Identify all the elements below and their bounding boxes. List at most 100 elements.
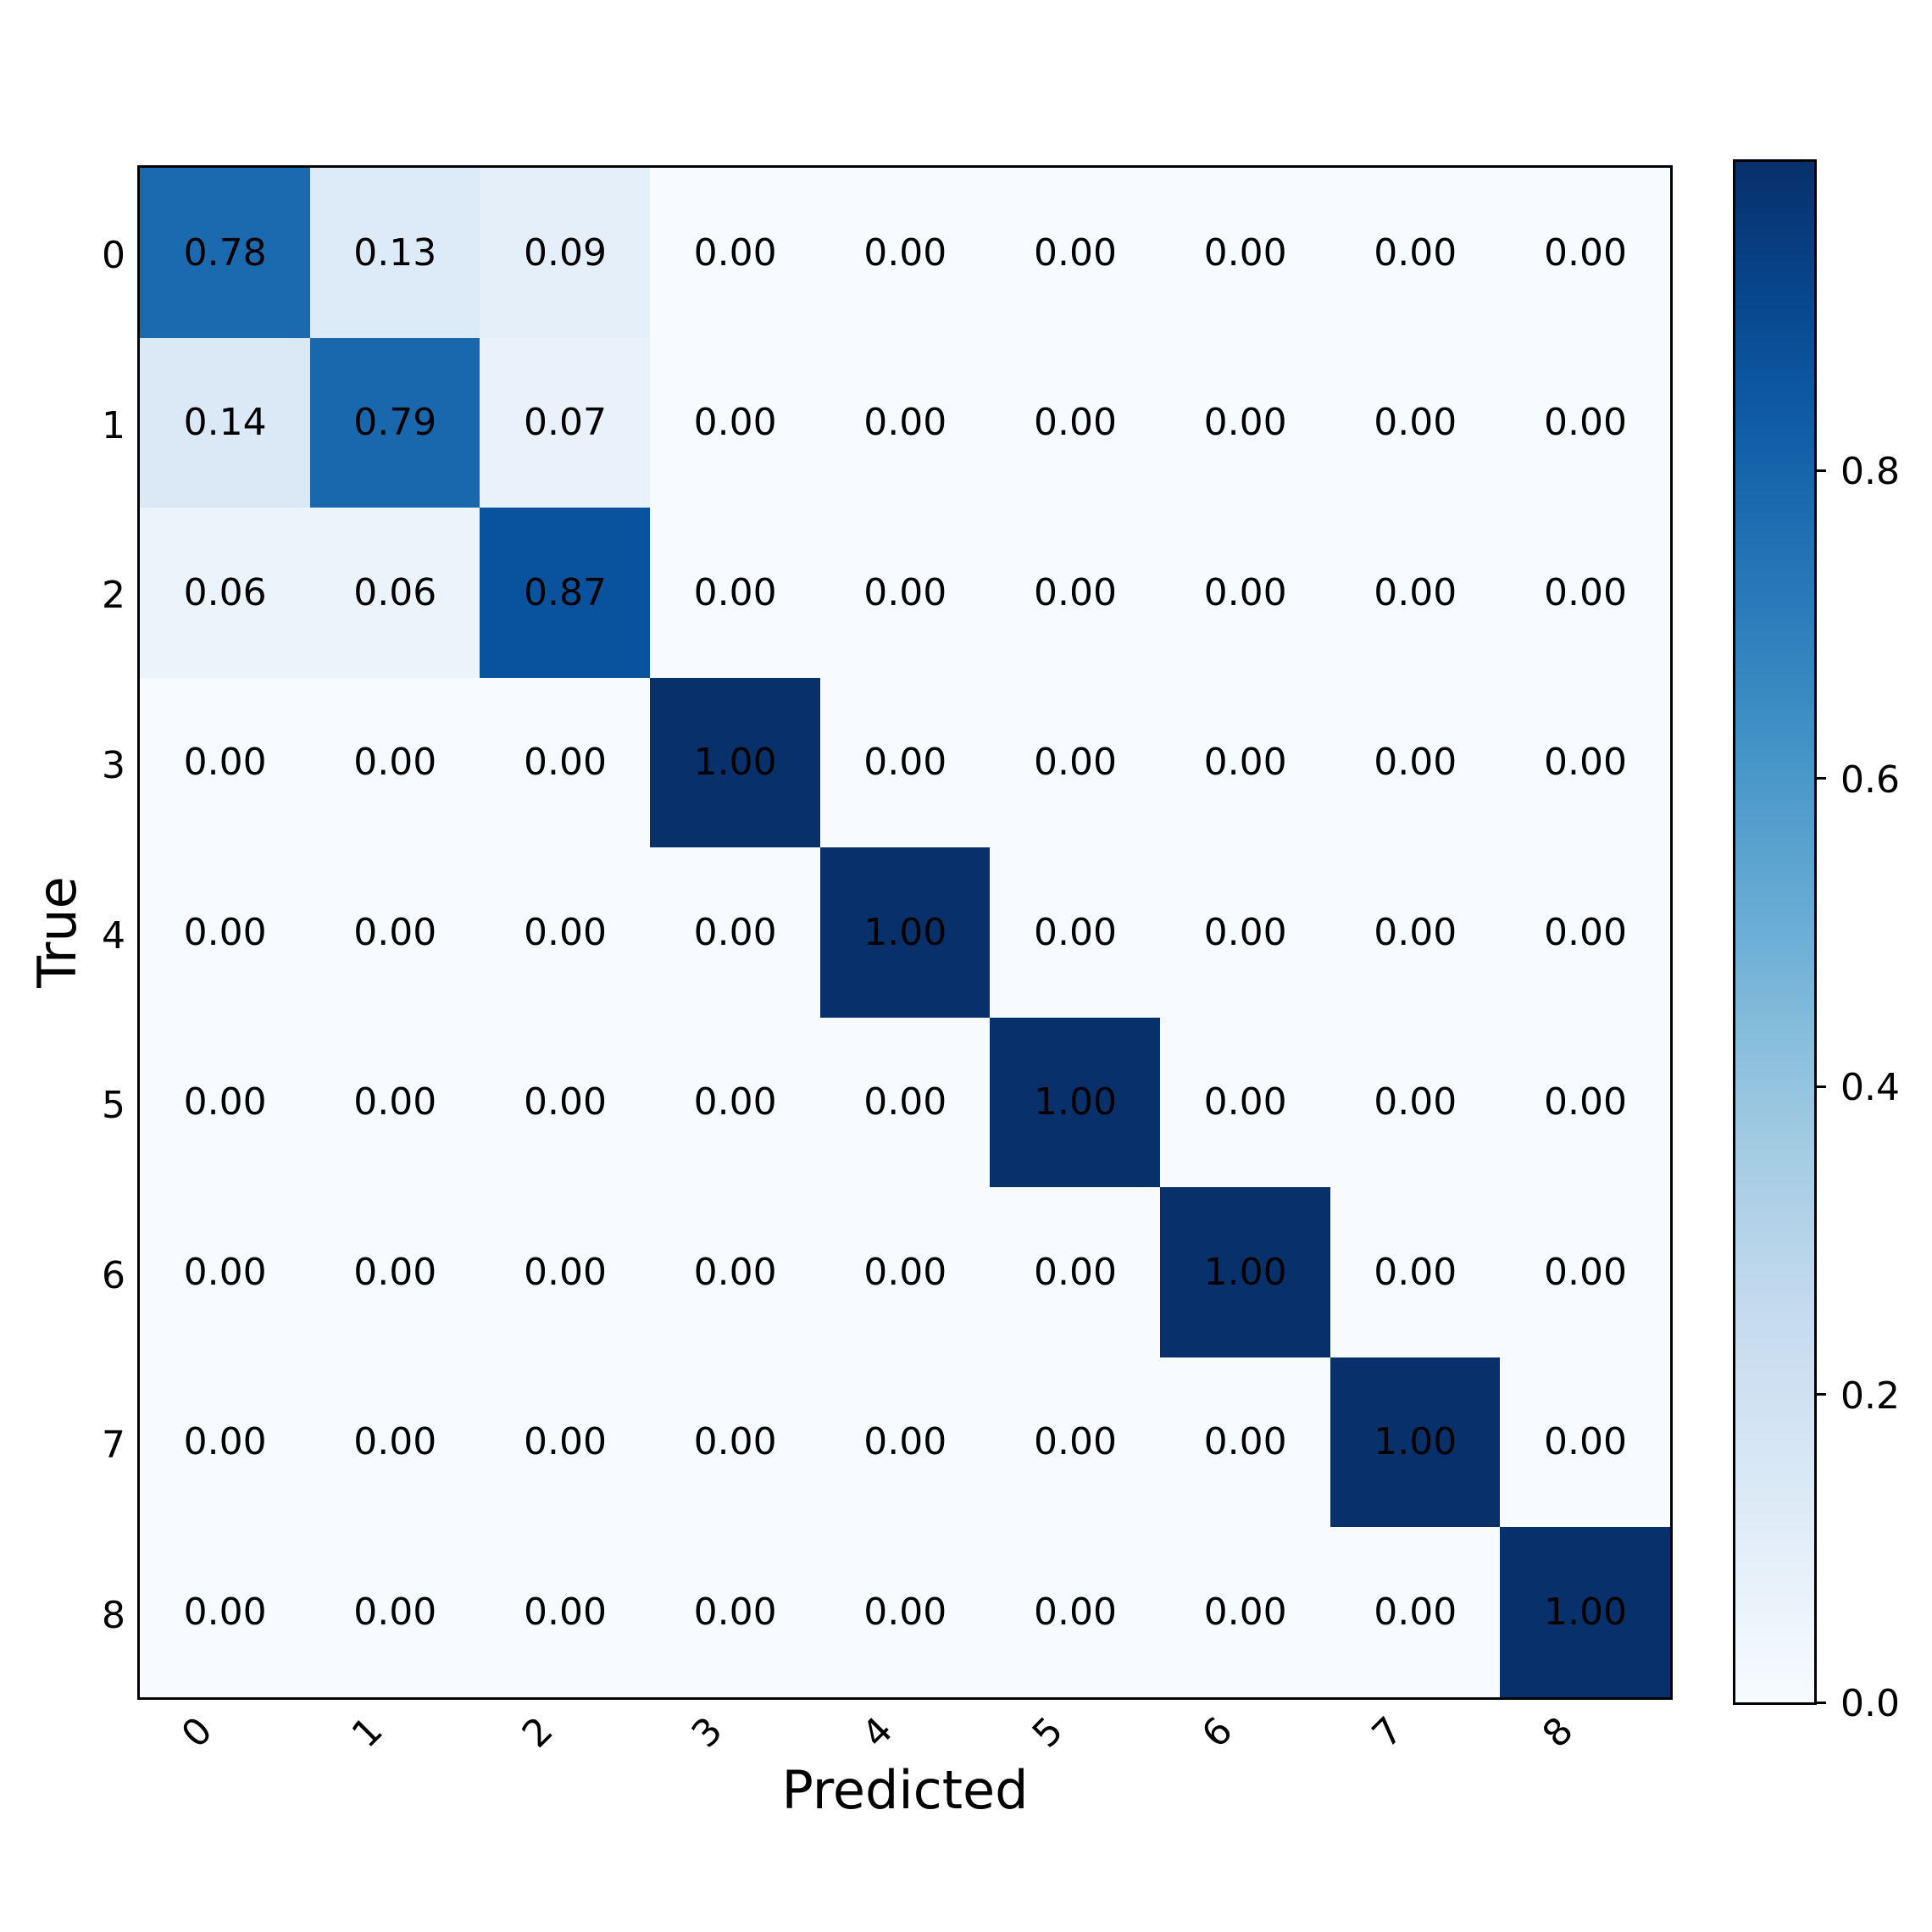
x-tick-label: 4 (853, 1708, 902, 1757)
heatmap-cell: 0.00 (480, 1527, 651, 1698)
heatmap-cell: 0.00 (819, 337, 991, 508)
heatmap-cell: 0.06 (309, 508, 480, 679)
cell-value: 0.00 (1203, 910, 1287, 954)
cell-value: 1.00 (1543, 1591, 1627, 1634)
heatmap-cell: 0.00 (480, 847, 651, 1019)
cell-value: 0.00 (863, 1591, 947, 1634)
cell-value: 0.00 (693, 230, 777, 275)
cell-value: 0.00 (183, 1591, 267, 1634)
heatmap-cell: 1.00 (1500, 1527, 1671, 1698)
cell-value: 0.00 (1033, 401, 1117, 445)
heatmap-cell: 1.00 (1330, 1357, 1501, 1529)
heatmap-cell: 0.00 (1330, 1017, 1501, 1188)
cell-value: 0.00 (1374, 401, 1457, 445)
heatmap-cell: 0.00 (650, 1017, 821, 1188)
heatmap-cell: 0.00 (819, 1357, 991, 1529)
heatmap-cell: 0.00 (140, 1357, 311, 1529)
y-tick-label: 1 (102, 403, 125, 447)
cell-value: 1.00 (1033, 1080, 1117, 1124)
heatmap-cell: 0.00 (1160, 168, 1331, 339)
heatmap-cell: 0.00 (140, 1187, 311, 1358)
heatmap-cell: 0.00 (1500, 508, 1671, 679)
cell-value: 0.00 (1374, 741, 1457, 785)
heatmap-cell: 0.00 (1330, 677, 1501, 848)
cell-value: 0.00 (1543, 401, 1627, 445)
heatmap-cell: 1.00 (1160, 1187, 1331, 1358)
heatmap-cell: 0.06 (140, 508, 311, 679)
x-tick-label: 3 (684, 1708, 731, 1757)
heatmap-cell: 0.00 (650, 508, 821, 679)
heatmap-cell: 0.00 (1160, 1357, 1331, 1529)
heatmap-cell: 0.00 (1500, 1017, 1671, 1188)
colorbar-tick-label: 0.6 (1840, 758, 1900, 802)
heatmap-cell: 0.00 (480, 1187, 651, 1358)
y-tick-label: 2 (102, 574, 125, 618)
cell-value: 0.07 (523, 401, 607, 445)
cell-value: 0.00 (863, 230, 947, 275)
cell-value: 1.00 (1203, 1250, 1287, 1294)
heatmap-cell: 0.00 (990, 677, 1161, 848)
cell-value: 0.00 (1543, 1420, 1627, 1464)
heatmap-cell: 0.00 (140, 1527, 311, 1698)
cell-value: 0.00 (1374, 230, 1457, 275)
cell-value: 0.00 (693, 1080, 777, 1124)
heatmap-cell: 0.00 (1330, 1187, 1501, 1358)
cell-value: 0.00 (1543, 230, 1627, 275)
y-tick-label: 4 (102, 913, 125, 958)
x-tick-label: 6 (1194, 1708, 1241, 1757)
cell-value: 0.00 (523, 910, 607, 954)
heatmap-cell: 0.00 (1330, 847, 1501, 1019)
cell-value: 0.00 (1203, 401, 1287, 445)
heatmap-cell: 0.13 (309, 168, 480, 339)
heatmap-cell: 0.00 (1500, 677, 1671, 848)
heatmap-cell: 0.79 (309, 337, 480, 508)
heatmap-cell: 0.00 (309, 1187, 480, 1358)
cell-value: 0.06 (353, 570, 437, 614)
cell-value: 0.00 (1033, 910, 1117, 954)
cell-value: 0.00 (1374, 1591, 1457, 1634)
heatmap-cell: 0.87 (480, 508, 651, 679)
heatmap-cell: 1.00 (990, 1017, 1161, 1188)
heatmap-cell: 0.00 (480, 1017, 651, 1188)
heatmap-cell: 0.00 (990, 1187, 1161, 1358)
cell-value: 0.00 (1543, 570, 1627, 614)
heatmap-cell: 0.00 (309, 677, 480, 848)
cell-value: 0.09 (523, 230, 607, 275)
cell-value: 0.00 (693, 1250, 777, 1294)
cell-value: 0.00 (1374, 1250, 1457, 1294)
colorbar-tick-label: 0.0 (1840, 1682, 1900, 1725)
heatmap-cell: 0.00 (1160, 1017, 1331, 1188)
heatmap-cell: 0.00 (819, 508, 991, 679)
x-axis-label: Predicted (781, 1759, 1029, 1821)
cell-value: 0.00 (523, 1080, 607, 1124)
heatmap-cell: 0.00 (650, 847, 821, 1019)
cell-value: 0.87 (523, 570, 607, 614)
colorbar-tick-mark (1814, 1701, 1826, 1704)
cell-value: 0.00 (183, 1420, 267, 1464)
heatmap-cell: 0.00 (1330, 337, 1501, 508)
cell-value: 0.00 (1203, 570, 1287, 614)
cell-value: 0.00 (693, 401, 777, 445)
heatmap-cell: 0.00 (1500, 168, 1671, 339)
x-tick-label: 1 (343, 1708, 391, 1757)
cell-value: 0.00 (863, 570, 947, 614)
heatmap-cell: 0.00 (990, 847, 1161, 1019)
cell-value: 0.00 (353, 1250, 437, 1294)
y-tick-label: 5 (102, 1084, 125, 1128)
cell-value: 0.00 (1033, 1250, 1117, 1294)
cell-value: 0.00 (863, 741, 947, 785)
heatmap-cell: 0.00 (480, 677, 651, 848)
heatmap-cell: 0.00 (819, 1527, 991, 1698)
cell-value: 0.00 (1203, 741, 1287, 785)
colorbar-tick-mark (1814, 1085, 1826, 1088)
cell-value: 0.13 (353, 230, 437, 275)
x-tick-label: 5 (1024, 1708, 1072, 1757)
cell-value: 0.00 (1033, 1420, 1117, 1464)
heatmap-cell: 0.14 (140, 337, 311, 508)
cell-value: 1.00 (1374, 1420, 1457, 1464)
cell-value: 0.00 (693, 1591, 777, 1634)
cell-value: 0.00 (353, 910, 437, 954)
heatmap-cell: 0.00 (480, 1357, 651, 1529)
heatmap-cell: 0.00 (819, 168, 991, 339)
heatmap-cell: 0.00 (819, 1017, 991, 1188)
